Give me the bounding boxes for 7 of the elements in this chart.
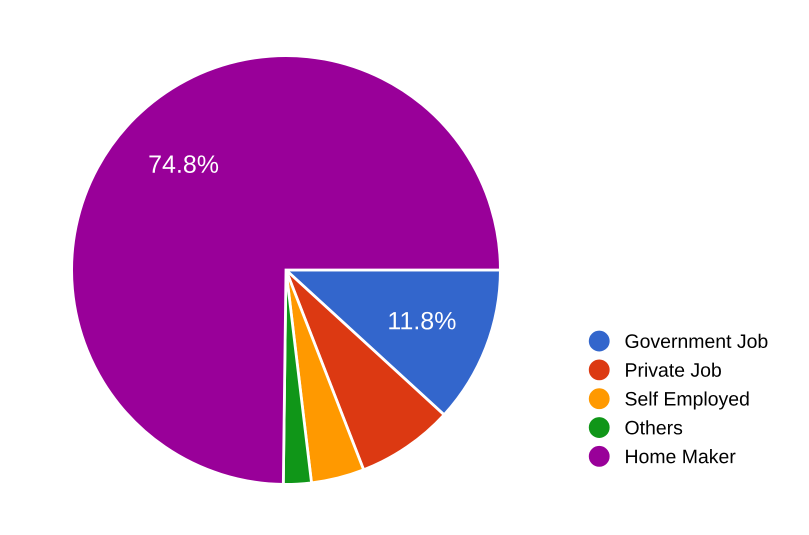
legend-label: Others: [625, 420, 682, 435]
data-label: 11.8%: [389, 312, 456, 330]
data-label: 74.8%: [149, 155, 218, 173]
legend-label: Home Maker: [626, 449, 736, 464]
legend-label: Private Job: [626, 362, 721, 377]
legend-label: Government Job: [625, 334, 768, 348]
legend-label: Self Employed: [625, 391, 749, 410]
